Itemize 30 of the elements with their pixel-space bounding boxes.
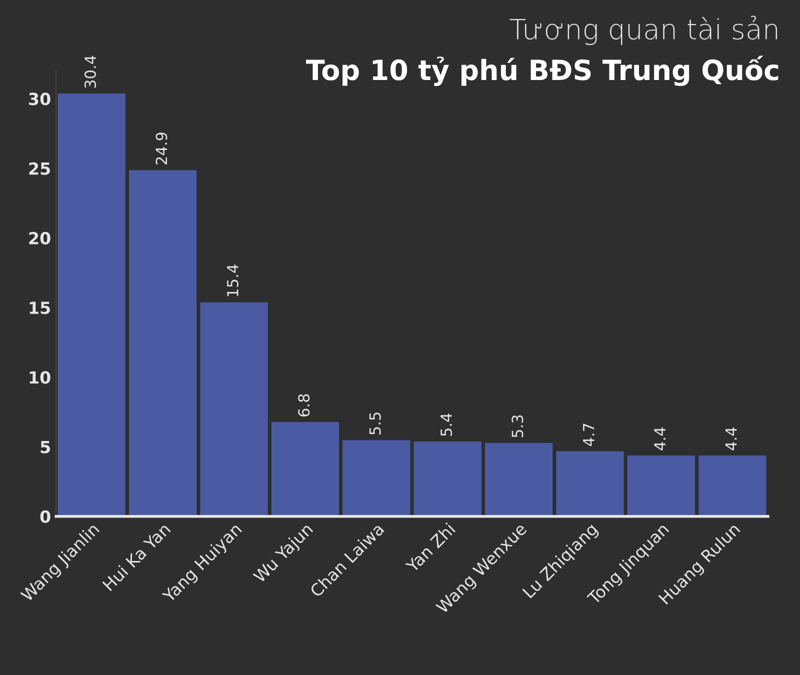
data-label: 4.7 <box>583 424 594 446</box>
chart-title: Tương quan tài sản <box>510 16 778 46</box>
bar <box>342 439 411 516</box>
data-label: 4.4 <box>725 428 737 450</box>
data-label: 5.4 <box>440 414 452 436</box>
data-label: 5.3 <box>512 415 524 438</box>
data-label: 5.5 <box>369 412 381 434</box>
y-tick-label: 25 <box>29 162 50 175</box>
y-tick-label: 20 <box>29 232 50 245</box>
bar <box>626 454 696 516</box>
y-tick-label: 5 <box>40 440 50 454</box>
bar <box>484 442 554 516</box>
data-label: 30.4 <box>84 56 96 88</box>
y-tick-label: 10 <box>30 371 50 384</box>
data-label: 6.8 <box>298 394 310 416</box>
bar <box>555 450 625 516</box>
bar <box>57 92 126 516</box>
y-tick-label: 15 <box>30 302 50 314</box>
data-label: 15.4 <box>227 264 238 296</box>
bar <box>270 421 340 516</box>
x-tick-label: Yan Zhi <box>404 522 456 574</box>
bar <box>413 440 482 516</box>
bar <box>199 302 269 516</box>
y-tick-label: 0 <box>40 510 50 523</box>
data-label: 4.4 <box>654 428 666 450</box>
y-tick-label: 30 <box>29 92 50 106</box>
chart-subtitle: Top 10 tỷ phú BĐS Trung Quốc <box>306 56 778 86</box>
bar <box>128 169 198 516</box>
bar <box>698 454 767 516</box>
data-label: 24.9 <box>156 132 168 164</box>
